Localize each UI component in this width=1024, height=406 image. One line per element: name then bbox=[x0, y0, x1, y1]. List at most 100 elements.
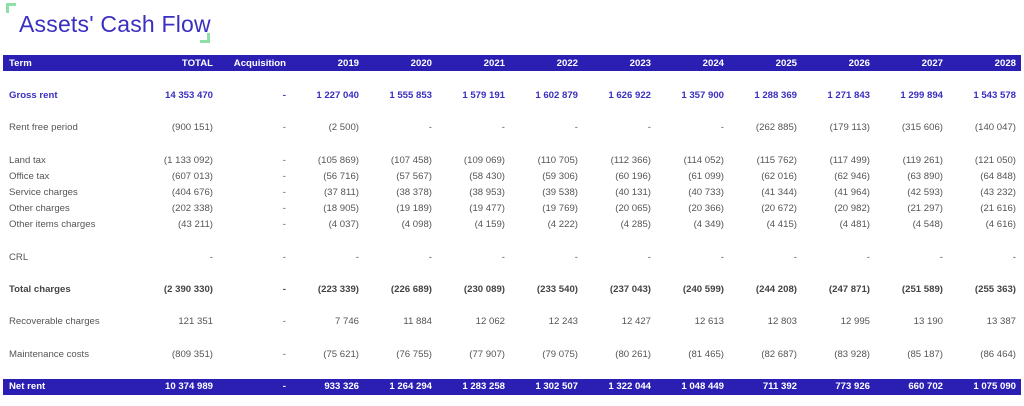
table-cell: (4 037) bbox=[328, 219, 359, 231]
table-cell: (81 465) bbox=[688, 348, 724, 360]
column-header: Term bbox=[3, 55, 143, 71]
cash-flow-table: Term TOTAL Acquisition 2019 2020 2021 2022 2023… bbox=[3, 55, 1021, 395]
table-cell: (86 464) bbox=[980, 348, 1016, 360]
row-maintenance-costs: Maintenance costs (809 351) - (75 621) (76 7… bbox=[3, 346, 1021, 362]
table-cell: (223 339) bbox=[317, 284, 359, 296]
table-cell: (115 762) bbox=[756, 154, 797, 166]
table-cell: (4 222) bbox=[547, 219, 578, 231]
table-cell: (56 716) bbox=[323, 170, 359, 182]
table-cell: (2 390 330) bbox=[163, 284, 213, 296]
table-cell: (255 363) bbox=[974, 284, 1016, 296]
table-cell: (2 500) bbox=[328, 122, 359, 134]
table-cell: - bbox=[282, 203, 286, 215]
column-header: 2027 bbox=[875, 55, 948, 71]
table-cell: 121 351 bbox=[178, 316, 213, 328]
table-cell: (63 890) bbox=[907, 170, 943, 182]
table-cell: 773 926 bbox=[802, 378, 875, 395]
table-cell: (82 687) bbox=[761, 348, 797, 360]
table-cell: (4 548) bbox=[912, 219, 943, 231]
table-cell: (19 769) bbox=[542, 203, 578, 215]
table-cell: (240 599) bbox=[682, 284, 724, 296]
table-cell: - bbox=[501, 251, 505, 263]
table-cell: 1 227 040 bbox=[316, 89, 359, 101]
table-cell: 11 884 bbox=[403, 316, 432, 328]
row-office-tax: Office tax (607 013) - (56 716) (57 567) (58 … bbox=[3, 168, 1021, 184]
table-cell: (230 089) bbox=[463, 284, 505, 296]
table-cell: 13 387 bbox=[986, 316, 1016, 328]
table-cell: 12 995 bbox=[840, 316, 870, 328]
table-cell: - bbox=[282, 186, 286, 198]
table-cell: 12 613 bbox=[694, 316, 724, 328]
table-cell: (59 306) bbox=[542, 170, 578, 182]
table-cell: (85 187) bbox=[907, 348, 943, 360]
corner-bracket-bottom-right bbox=[200, 33, 210, 43]
table-cell: (57 567) bbox=[396, 170, 432, 182]
table-cell: (112 366) bbox=[610, 154, 651, 166]
table-cell: (114 052) bbox=[683, 154, 724, 166]
table-cell: 1 357 900 bbox=[681, 89, 724, 101]
page-title: Assets' Cash Flow bbox=[19, 11, 211, 37]
table-cell: (41 344) bbox=[761, 186, 797, 198]
spacer-row bbox=[3, 136, 1021, 152]
table-cell: (1 133 092) bbox=[163, 154, 213, 166]
table-cell: 7 746 bbox=[334, 316, 359, 328]
column-header: 2025 bbox=[729, 55, 802, 71]
table-cell: (244 208) bbox=[755, 284, 797, 296]
row-label: Net rent bbox=[3, 378, 143, 395]
table-cell: (40 131) bbox=[615, 186, 651, 198]
table-cell: (247 871) bbox=[828, 284, 870, 296]
table-cell: (119 261) bbox=[902, 154, 943, 166]
column-header: Acquisition bbox=[218, 55, 291, 71]
table-cell: 1 602 879 bbox=[535, 89, 578, 101]
column-header: 2026 bbox=[802, 55, 875, 71]
table-cell: 1 543 578 bbox=[973, 89, 1016, 101]
table-cell: (121 050) bbox=[974, 154, 1016, 166]
table-cell: - bbox=[720, 251, 724, 263]
row-service-charges: Service charges (404 676) - (37 811) (38 378… bbox=[3, 184, 1021, 200]
table-cell: - bbox=[720, 122, 724, 134]
row-label: Office tax bbox=[9, 170, 50, 182]
column-header: 2020 bbox=[364, 55, 437, 71]
row-label: CRL bbox=[9, 251, 29, 263]
table-cell: 12 062 bbox=[475, 316, 505, 328]
table-cell: (404 676) bbox=[171, 186, 213, 198]
table-cell: (4 159) bbox=[474, 219, 505, 231]
table-cell: (117 499) bbox=[829, 154, 870, 166]
table-cell: 1 075 090 bbox=[948, 378, 1021, 395]
table-cell: (77 907) bbox=[469, 348, 505, 360]
table-cell: - bbox=[282, 154, 286, 166]
table-cell: (43 211) bbox=[177, 219, 213, 231]
column-header: 2024 bbox=[656, 55, 729, 71]
table-cell: (18 905) bbox=[323, 203, 359, 215]
table-cell: (19 189) bbox=[396, 203, 432, 215]
table-cell: 13 190 bbox=[913, 316, 943, 328]
column-header: 2021 bbox=[437, 55, 510, 71]
table-cell: - bbox=[647, 251, 651, 263]
spacer-row bbox=[3, 362, 1021, 378]
row-label: Land tax bbox=[9, 154, 46, 166]
table-cell: (105 869) bbox=[317, 154, 359, 166]
table-cell: (4 616) bbox=[985, 219, 1016, 231]
table-cell: 1 264 294 bbox=[364, 378, 437, 395]
table-cell: (38 953) bbox=[469, 186, 505, 198]
table-cell: 933 326 bbox=[291, 378, 364, 395]
table-cell: (262 885) bbox=[755, 122, 797, 134]
row-rent-free-period: Rent free period (900 151) - (2 500) - - - - - (2… bbox=[3, 120, 1021, 136]
table-cell: (83 928) bbox=[834, 348, 870, 360]
table-cell: - bbox=[282, 348, 286, 360]
table-cell: (4 285) bbox=[620, 219, 651, 231]
table-cell: 1 288 369 bbox=[754, 89, 797, 101]
table-cell: (19 477) bbox=[469, 203, 505, 215]
row-label: Total charges bbox=[9, 284, 71, 296]
table-cell: (107 458) bbox=[390, 154, 432, 166]
table-cell: (38 378) bbox=[396, 186, 432, 198]
table-cell: (110 705) bbox=[537, 154, 578, 166]
table-cell: - bbox=[282, 284, 286, 296]
table-cell: (20 672) bbox=[761, 203, 797, 215]
row-other-items-charges: Other items charges (43 211) - (4 037) (4 09… bbox=[3, 217, 1021, 233]
table-cell: - bbox=[501, 122, 505, 134]
table-cell: 660 702 bbox=[875, 378, 948, 395]
table-cell: (809 351) bbox=[171, 348, 213, 360]
table-cell: (20 065) bbox=[615, 203, 651, 215]
table-cell: - bbox=[866, 251, 870, 263]
